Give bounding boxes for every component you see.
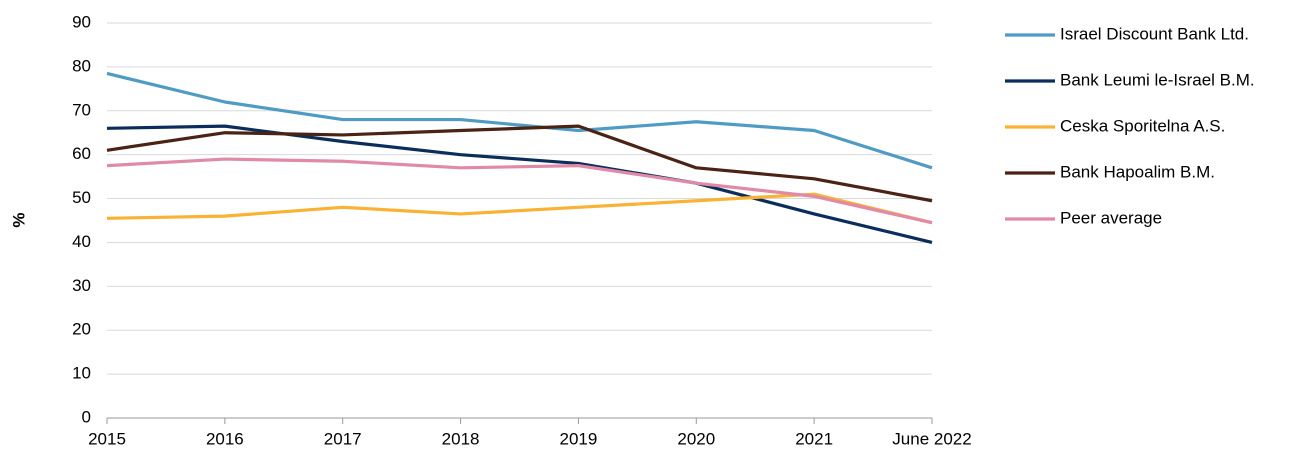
series-line <box>106 157 933 225</box>
y-tick-label: 50 <box>72 188 91 207</box>
y-axis-label: % <box>9 212 28 227</box>
series-line <box>106 71 933 170</box>
y-tick-label: 60 <box>72 144 91 163</box>
x-tick-label: 2017 <box>324 429 362 448</box>
series-line <box>106 124 933 244</box>
x-tick-label: 2019 <box>560 429 598 448</box>
y-tick-label: 0 <box>82 407 91 426</box>
legend-label: Peer average <box>1060 208 1162 227</box>
y-tick-label: 30 <box>72 276 91 295</box>
series-line <box>106 124 933 203</box>
y-tick-label: 90 <box>72 12 91 31</box>
y-tick-label: 40 <box>72 232 91 251</box>
legend-label: Bank Leumi le-Israel B.M. <box>1060 70 1255 89</box>
x-tick-label: June 2022 <box>892 429 971 448</box>
y-tick-label: 80 <box>72 56 91 75</box>
y-tick-label: 10 <box>72 364 91 383</box>
x-tick-label: 2015 <box>88 429 126 448</box>
legend-label: Ceska Sporitelna A.S. <box>1060 116 1225 135</box>
y-tick-label: 70 <box>72 100 91 119</box>
legend-label: Israel Discount Bank Ltd. <box>1060 24 1249 43</box>
x-tick-label: 2021 <box>795 429 833 448</box>
x-tick-label: 2018 <box>442 429 480 448</box>
x-tick-label: 2016 <box>206 429 244 448</box>
y-tick-label: 20 <box>72 320 91 339</box>
x-tick-label: 2020 <box>677 429 715 448</box>
legend-label: Bank Hapoalim B.M. <box>1060 162 1215 181</box>
